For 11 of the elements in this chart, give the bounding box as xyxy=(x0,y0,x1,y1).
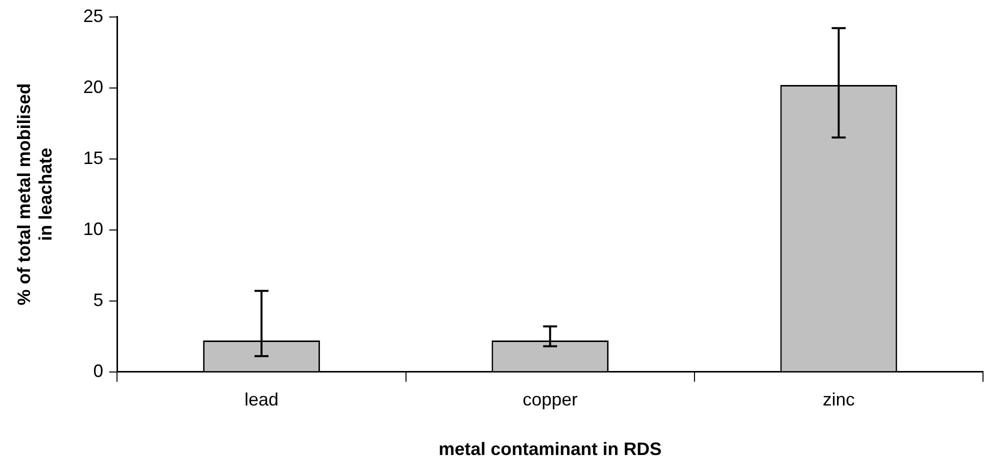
x-tick-label: lead xyxy=(244,390,279,410)
y-tick-label: 0 xyxy=(93,360,104,381)
x-tick-label: zinc xyxy=(822,390,855,410)
x-tick-label: copper xyxy=(522,390,578,410)
y-tick-label: 25 xyxy=(83,6,104,26)
y-tick-label: 20 xyxy=(83,76,104,97)
y-tick-label: 15 xyxy=(83,148,104,168)
y-tick-label: 10 xyxy=(83,218,104,239)
x-axis-title: metal contaminant in RDS xyxy=(438,439,662,460)
y-tick-label: 5 xyxy=(93,290,104,310)
y-axis-title: % of total metal mobilised in leachate xyxy=(14,83,56,306)
